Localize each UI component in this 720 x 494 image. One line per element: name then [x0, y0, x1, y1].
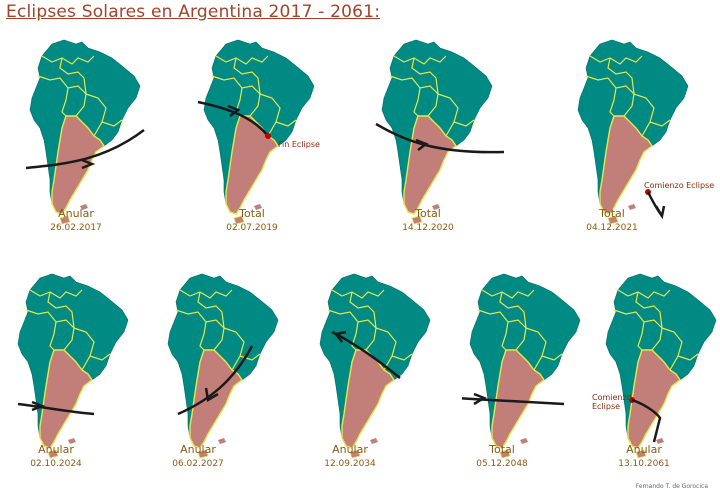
- eclipse-type-label: Total: [489, 443, 515, 456]
- credit-text: Fernando T. de Gorocica: [635, 483, 708, 490]
- eclipse-type-label: Anular: [58, 207, 94, 220]
- eclipse-date-label: 26.02.2017: [50, 223, 102, 233]
- eclipse-type-label: Total: [599, 207, 625, 220]
- annotation-comienzo-eclipse: Comienzo Eclipse: [592, 393, 632, 411]
- eclipse-type-label: Anular: [38, 443, 74, 456]
- annotation-comienzo-eclipse: Comienzo Eclipse: [644, 181, 715, 190]
- eclipse-map-2017: [22, 36, 152, 236]
- eclipse-date-label: 06.02.2027: [172, 459, 224, 469]
- eclipse-type-label: Anular: [180, 443, 216, 456]
- eclipse-date-label: 02.10.2024: [30, 459, 82, 469]
- eclipse-map-2048: [462, 270, 592, 470]
- eclipse-type-label: Total: [239, 207, 265, 220]
- eclipse-map-2034: [312, 270, 442, 470]
- eclipse-date-label: 02.07.2019: [226, 223, 278, 233]
- eclipse-map-2027: [160, 270, 290, 470]
- eclipse-date-label: 14.12.2020: [402, 223, 454, 233]
- eclipse-type-label: Anular: [626, 443, 662, 456]
- eclipse-date-label: 13.10.2061: [618, 459, 670, 469]
- page-title: Eclipses Solares en Argentina 2017 - 206…: [6, 2, 381, 22]
- eclipse-date-label: 05.12.2048: [476, 459, 528, 469]
- eclipse-map-2019: [196, 36, 326, 236]
- eclipse-map-2061: [598, 270, 720, 470]
- eclipse-type-label: Anular: [332, 443, 368, 456]
- eclipse-map-2024: [10, 270, 140, 470]
- eclipse-map-2020: [374, 36, 504, 236]
- eclipse-type-label: Total: [415, 207, 441, 220]
- eclipse-date-label: 04.12.2021: [586, 223, 638, 233]
- annotation-fin-eclipse: Fin Eclipse: [278, 140, 320, 149]
- eclipse-map-2021: [570, 36, 700, 236]
- eclipse-date-label: 12.09.2034: [324, 459, 376, 469]
